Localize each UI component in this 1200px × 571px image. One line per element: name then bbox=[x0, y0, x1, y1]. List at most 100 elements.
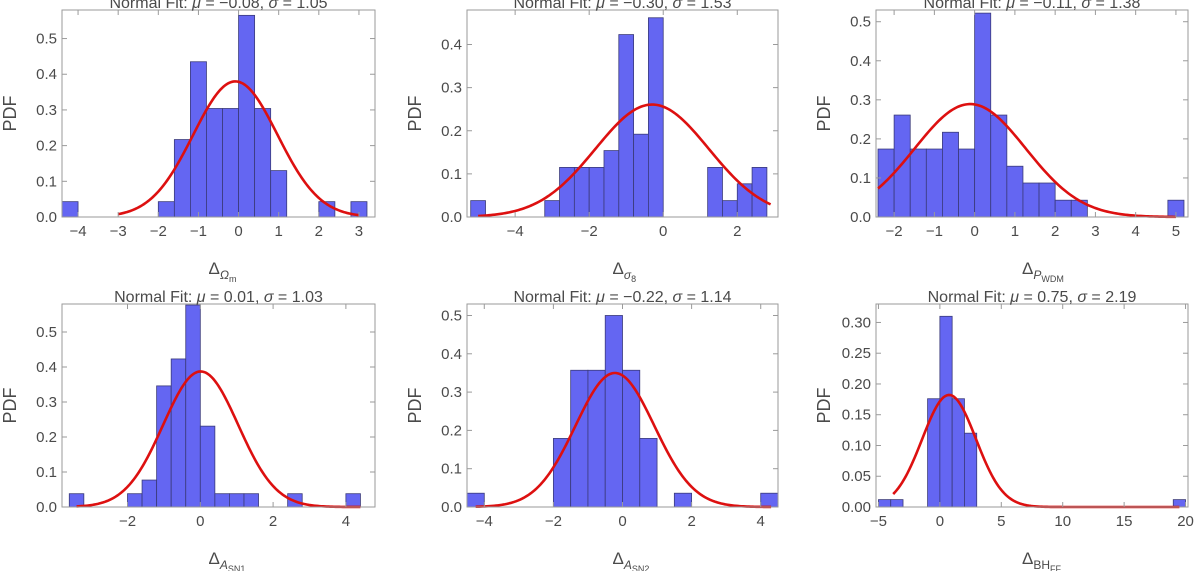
y-tick-label: 0.4 bbox=[441, 37, 462, 54]
histogram-bar bbox=[964, 432, 978, 508]
histogram-bar bbox=[466, 492, 485, 508]
x-tick-label: 10 bbox=[1054, 513, 1071, 530]
histogram-bar bbox=[573, 167, 590, 218]
x-tick-label: −2 bbox=[545, 513, 562, 530]
histogram-bar bbox=[222, 108, 239, 218]
y-tick-label: 0.4 bbox=[441, 346, 462, 363]
chart-title: Normal Fit: μ = 0.01, σ = 1.03 bbox=[114, 289, 323, 306]
y-tick-label: 0.30 bbox=[842, 314, 871, 331]
x-tick-label: 4 bbox=[757, 513, 765, 530]
y-tick-label: 0.2 bbox=[850, 131, 871, 148]
y-tick-label: 0.0 bbox=[441, 499, 462, 516]
x-tick-label: 0 bbox=[196, 513, 204, 530]
histogram-bar bbox=[951, 398, 965, 508]
histogram-bar bbox=[604, 315, 623, 508]
histogram-bar bbox=[156, 385, 172, 508]
y-tick-label: 0.25 bbox=[842, 345, 871, 362]
histogram-bar bbox=[552, 438, 572, 508]
histogram-bar bbox=[603, 150, 620, 218]
plot-frame bbox=[875, 9, 1189, 218]
y-axis-label: PDF bbox=[405, 95, 425, 131]
histogram-bar bbox=[173, 139, 191, 218]
y-tick-label: 0.0 bbox=[441, 209, 462, 226]
histogram-bar bbox=[61, 201, 79, 218]
histogram-bar bbox=[141, 479, 158, 508]
histogram-bar bbox=[890, 499, 904, 508]
chart-panel-2: −4 −2 0 2 0.0 0.1 0.2 0.3 0.4 Normal Fit: μ = −0.… bbox=[405, 0, 779, 284]
y-tick-label: 0.3 bbox=[441, 80, 462, 97]
x-tick-label: −1 bbox=[190, 223, 207, 240]
histogram-bar bbox=[958, 148, 976, 218]
x-tick-label: 3 bbox=[1091, 223, 1099, 240]
y-tick-label: 0.3 bbox=[850, 92, 871, 109]
chart-title: Normal Fit: μ = −0.30, σ = 1.53 bbox=[513, 0, 731, 12]
histogram-bar bbox=[588, 167, 605, 218]
histogram-bar bbox=[270, 170, 288, 218]
x-tick-label: 2 bbox=[315, 223, 323, 240]
histogram-bar bbox=[1022, 182, 1040, 218]
x-tick-label: 0 bbox=[618, 513, 626, 530]
y-tick-label: 0.2 bbox=[36, 429, 57, 446]
x-tick-label: 0 bbox=[659, 223, 667, 240]
x-tick-label: 5 bbox=[997, 513, 1005, 530]
y-tick-label: 0.20 bbox=[842, 376, 871, 393]
chart-title: Normal Fit: μ = −0.22, σ = 1.14 bbox=[513, 289, 731, 306]
x-tick-label: −2 bbox=[886, 223, 903, 240]
y-tick-label: 0.2 bbox=[36, 138, 57, 155]
x-tick-label: 2 bbox=[687, 513, 695, 530]
histogram-bar bbox=[633, 133, 649, 218]
histogram-bar bbox=[345, 493, 361, 508]
x-tick-label: 2 bbox=[733, 223, 741, 240]
y-tick-label: 0.4 bbox=[850, 53, 871, 70]
y-tick-label: 0.05 bbox=[842, 468, 871, 485]
plot-frame bbox=[61, 303, 376, 508]
y-tick-label: 0.0 bbox=[36, 499, 57, 516]
chart-title: Normal Fit: μ = −0.08, σ = 1.05 bbox=[109, 0, 327, 12]
y-tick-label: 0.0 bbox=[36, 209, 57, 226]
histogram-bar bbox=[877, 148, 895, 218]
y-tick-label: 0.15 bbox=[842, 407, 871, 424]
normal-fit-curve bbox=[117, 80, 360, 217]
x-tick-label: −4 bbox=[69, 223, 86, 240]
histogram-bar bbox=[206, 108, 223, 218]
x-tick-label: 0 bbox=[970, 223, 978, 240]
y-tick-label: 0.1 bbox=[441, 461, 462, 478]
x-tick-label: 5 bbox=[1172, 223, 1180, 240]
y-axis-label: PDF bbox=[814, 95, 834, 131]
histogram-bar bbox=[722, 200, 738, 218]
histogram-bar bbox=[751, 167, 768, 218]
plot-frame bbox=[61, 9, 376, 218]
x-tick-label: −4 bbox=[507, 223, 524, 240]
histogram-bar bbox=[254, 108, 272, 218]
chart-panel-3: −2 −1 0 1 2 3 4 5 0.0 0.1 0.2 0.3 0.4 0.5 Normal Fit: … bbox=[814, 0, 1189, 284]
histogram-bar bbox=[942, 131, 959, 218]
y-tick-label: 0.5 bbox=[441, 307, 462, 324]
y-tick-label: 0.10 bbox=[842, 437, 871, 454]
histogram-bar bbox=[185, 304, 201, 508]
x-tick-label: 3 bbox=[355, 223, 363, 240]
x-tick-label: 1 bbox=[1011, 223, 1019, 240]
x-tick-label: −5 bbox=[870, 513, 887, 530]
normal-fit-curve bbox=[475, 371, 772, 509]
histogram-bar bbox=[990, 114, 1008, 218]
histogram-bar bbox=[618, 34, 635, 218]
y-axis-label: PDF bbox=[405, 387, 425, 423]
histogram-bar bbox=[587, 369, 606, 508]
x-tick-label: 2 bbox=[1051, 223, 1059, 240]
histogram-bar bbox=[974, 12, 992, 218]
x-axis-label: ΔBHFF bbox=[1022, 549, 1062, 571]
histogram-bar bbox=[648, 17, 664, 218]
histogram-bar bbox=[243, 493, 259, 508]
x-tick-label: 15 bbox=[1116, 513, 1133, 530]
y-tick-label: 0.4 bbox=[36, 359, 57, 376]
y-tick-label: 0.00 bbox=[842, 499, 871, 516]
x-tick-label: 0 bbox=[234, 223, 242, 240]
histogram-bar bbox=[1006, 165, 1024, 218]
x-tick-label: 1 bbox=[275, 223, 283, 240]
y-tick-label: 0.0 bbox=[850, 209, 871, 226]
histogram-bar bbox=[925, 148, 943, 218]
chart-title: Normal Fit: μ = −0.11, σ = 1.38 bbox=[924, 0, 1141, 12]
histogram-bar bbox=[1054, 199, 1072, 218]
histogram-bar bbox=[229, 493, 245, 508]
